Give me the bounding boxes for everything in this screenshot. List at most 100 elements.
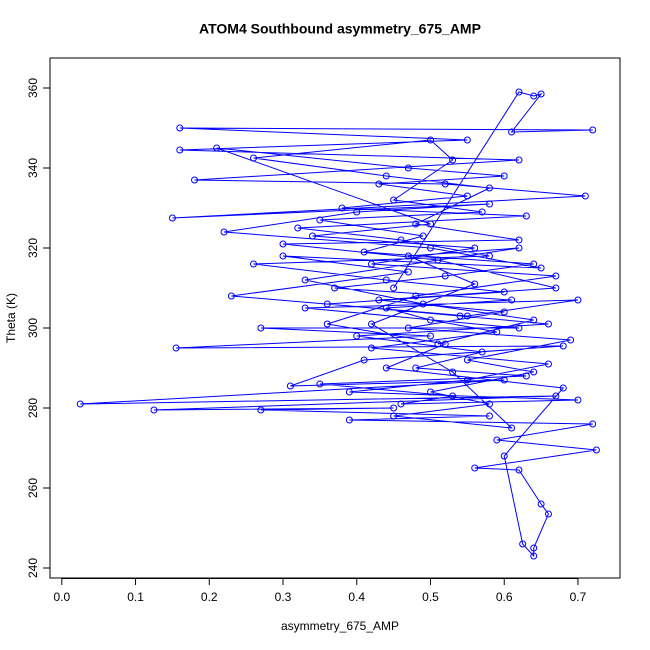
data-point [530,552,538,560]
data-point [515,244,523,252]
data-point [537,90,545,98]
x-tick-label: 0.7 [570,590,587,604]
y-tick-label: 360 [26,78,40,98]
data-point [250,260,258,268]
data-point [279,252,287,260]
x-axis-label: asymmetry_675_AMP [281,619,399,633]
data-point [168,214,176,222]
data-point [360,356,368,364]
x-tick-label: 0.0 [53,590,70,604]
data-point [441,340,449,348]
data-point [76,400,84,408]
data-point [471,244,479,252]
data-point [515,156,523,164]
data-point [227,292,235,300]
data-point [463,312,471,320]
data-point [463,376,471,384]
data-point [301,304,309,312]
data-point [522,212,530,220]
data-point [338,204,346,212]
data-point [434,340,442,348]
data-point [331,284,339,292]
y-tick-label: 240 [26,558,40,578]
data-point [559,342,567,350]
data-point [485,412,493,420]
data-point [552,272,560,280]
data-point [530,544,538,552]
chart-title: ATOM4 Southbound asymmetry_675_AMP [199,21,481,37]
data-point [375,180,383,188]
data-point [463,136,471,144]
data-point [323,300,331,308]
data-point [257,324,265,332]
data-point [404,268,412,276]
data-point [368,344,376,352]
data-point [294,224,302,232]
data-point [382,276,390,284]
data-point [519,540,527,548]
data-point [309,232,317,240]
data-point [172,344,180,352]
data-point [508,424,516,432]
data-point [552,392,560,400]
data-point [530,368,538,376]
y-tick-label: 320 [26,238,40,258]
data-point [419,232,427,240]
data-point [456,312,464,320]
data-point [493,328,501,336]
data-point [250,154,258,162]
data-point [544,360,552,368]
data-point [360,248,368,256]
data-point [574,296,582,304]
data-point [478,208,486,216]
data-point [471,280,479,288]
data-point [390,196,398,204]
data-point [316,216,324,224]
data-point [471,464,479,472]
x-tick-label: 0.6 [496,590,513,604]
data-point [500,172,508,180]
data-point [441,272,449,280]
data-point [500,288,508,296]
data-point [589,126,597,134]
data-point [449,156,457,164]
data-point [441,180,449,188]
data-point [301,276,309,284]
data-point [412,220,420,228]
data-point [382,172,390,180]
data-point [530,316,538,324]
data-point [426,388,434,396]
data-point [544,320,552,328]
data-point [515,466,523,474]
data-point [463,192,471,200]
data-point [368,320,376,328]
data-point [176,146,184,154]
data-point [537,264,545,272]
data-point [581,192,589,200]
data-point [257,406,265,414]
y-tick-label: 260 [26,478,40,498]
data-point [522,372,530,380]
data-point [412,364,420,372]
data-point [449,368,457,376]
data-point [530,260,538,268]
data-point [500,452,508,460]
x-tick-label: 0.5 [422,590,439,604]
data-point [485,400,493,408]
data-point [426,220,434,228]
data-point [176,124,184,132]
data-point [515,236,523,244]
data-point [191,176,199,184]
data-point [559,384,567,392]
y-axis-label: Theta (K) [4,293,18,343]
data-point [397,400,405,408]
data-point [426,136,434,144]
data-point [390,412,398,420]
data-point [508,128,516,136]
data-point [390,404,398,412]
x-tick-label: 0.4 [348,590,365,604]
data-point [397,236,405,244]
data-point [463,356,471,364]
data-point [316,380,324,388]
